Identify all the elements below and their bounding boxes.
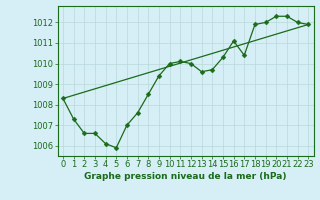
X-axis label: Graphe pression niveau de la mer (hPa): Graphe pression niveau de la mer (hPa) xyxy=(84,172,287,181)
